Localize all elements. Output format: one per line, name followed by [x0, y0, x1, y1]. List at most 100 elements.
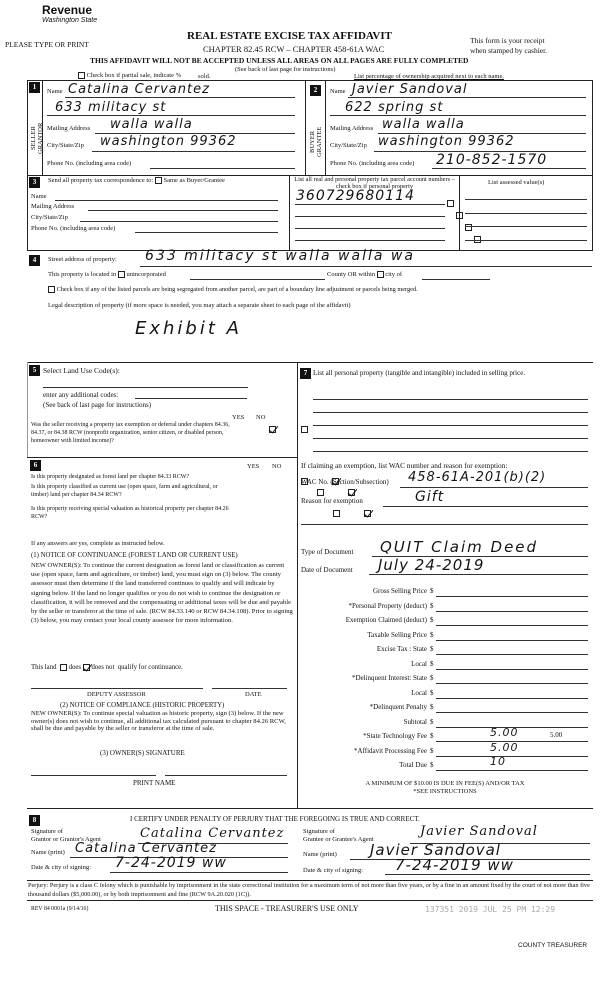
corr-city-label: City/State/Zip: [31, 214, 68, 221]
parcel-number-2[interactable]: [295, 216, 445, 217]
reason-line[interactable]: [301, 524, 588, 525]
fee-field[interactable]: [436, 639, 588, 641]
legal-description-field[interactable]: Exhibit A: [135, 318, 242, 339]
assessor-date-field[interactable]: [212, 688, 287, 689]
partial-sale[interactable]: Check box if partial sale, indicate %: [78, 72, 181, 80]
land-use-field[interactable]: [43, 387, 248, 388]
grantee-agent-label: Grantee or Grantee's Agent: [303, 836, 374, 843]
grantee-date-field[interactable]: 7-24-2019 ww: [395, 856, 514, 874]
personal-property-line[interactable]: [313, 399, 588, 400]
forest-no-checkbox[interactable]: [332, 477, 340, 485]
deputy-assessor-label: DEPUTY ASSESSOR: [87, 691, 146, 698]
parcel-number-4[interactable]: [295, 240, 445, 241]
partial-sale-checkbox[interactable]: [78, 72, 85, 80]
personal-property-checkbox[interactable]: [447, 199, 454, 207]
current-use-yes-checkbox[interactable]: [317, 488, 325, 496]
grantor-name-field[interactable]: Catalina Cervantez: [75, 841, 217, 856]
unincorporated-checkbox[interactable]: [117, 271, 125, 279]
street-address-field[interactable]: 633 militacy st walla walla wa: [145, 248, 415, 264]
fee-field[interactable]: [436, 741, 588, 742]
receipt-note-2: when stamped by cashier.: [470, 46, 548, 55]
fee-field[interactable]: [436, 683, 588, 684]
forest-yes-checkbox[interactable]: [301, 477, 309, 485]
personal-property-checkbox[interactable]: [464, 223, 472, 231]
parcel-number-3[interactable]: [295, 228, 445, 229]
seller-mailing-field[interactable]: walla walla: [110, 117, 193, 132]
historic-yes-checkbox[interactable]: [333, 509, 340, 517]
historic-no-checkbox[interactable]: [364, 509, 371, 517]
signature-label: Signature of: [303, 828, 335, 835]
owner-print-name-field[interactable]: [165, 775, 287, 776]
see-back-note: (See back of last page for instructions): [235, 66, 336, 73]
personal-property-line[interactable]: [313, 412, 588, 413]
seller-address-field[interactable]: 633 militacy st: [55, 100, 167, 115]
seller-phone-label: Phone No. (including area code): [47, 160, 132, 167]
seller-city-label: City/State/Zip: [47, 142, 84, 149]
buyer-address-field[interactable]: 622 spring st: [345, 100, 444, 115]
doc-date-field[interactable]: July 24-2019: [378, 556, 485, 574]
buyer-name-field[interactable]: Javier Sandoval: [352, 82, 468, 97]
fee-field[interactable]: [436, 654, 588, 655]
grantor-date-field[interactable]: 7-24-2019 ww: [115, 855, 227, 871]
personal-property-checkbox[interactable]: [455, 211, 463, 219]
additional-codes-field[interactable]: [135, 398, 247, 399]
personal-property-line[interactable]: [313, 451, 588, 452]
seller-city-field[interactable]: washington 99362: [100, 134, 237, 149]
grantee-signature[interactable]: Javier Sandoval: [420, 824, 538, 839]
corr-mailing-field[interactable]: [88, 210, 278, 211]
assessed-value[interactable]: [465, 213, 587, 214]
buyer-phone-field[interactable]: 210-852-1570: [436, 152, 548, 168]
same-as-buyer-checkbox[interactable]: [154, 177, 162, 185]
parcel-number-1[interactable]: 360729680114: [296, 188, 415, 204]
buyer-mailing-field[interactable]: walla walla: [382, 117, 465, 132]
currency-symbol: $: [430, 674, 434, 682]
fee-field[interactable]: [436, 726, 588, 728]
does-not-checkbox[interactable]: [82, 664, 90, 671]
fee-field[interactable]: [436, 697, 588, 699]
assessed-value[interactable]: [465, 240, 587, 241]
owner-signature-label: (3) OWNER(S) SIGNATURE: [100, 749, 185, 757]
unincorporated-label: unincorporated: [126, 271, 166, 278]
grantor-signature[interactable]: Catalina Cervantez: [140, 826, 285, 841]
cashier-stamp: 137351 2019 JUL 25 PM 12:29: [425, 905, 556, 914]
fee-field[interactable]: [436, 712, 588, 713]
assessed-value[interactable]: [465, 226, 587, 227]
city-field[interactable]: [422, 279, 490, 280]
fee-field[interactable]: [436, 668, 588, 670]
current-use-no-checkbox[interactable]: [348, 488, 356, 496]
fee-field[interactable]: [436, 770, 588, 771]
grantee-name-field[interactable]: Javier Sandoval: [370, 841, 501, 859]
street-label: Street address of property:: [48, 256, 117, 263]
fee-label: Exemption Claimed (deduct): [345, 616, 427, 624]
assessed-value[interactable]: [465, 199, 587, 200]
buyer-city-field[interactable]: washington 99362: [378, 134, 515, 149]
correspondence-label: Send all property tax correspondence to:…: [48, 177, 225, 185]
personal-property-checkbox[interactable]: [473, 235, 481, 243]
owner-signature-field[interactable]: [31, 775, 156, 776]
fee-field[interactable]: [436, 610, 588, 612]
corr-city-field[interactable]: [80, 221, 278, 222]
fee-field[interactable]: [436, 596, 588, 597]
deputy-assessor-signature[interactable]: [31, 688, 203, 689]
city-checkbox[interactable]: [376, 271, 384, 279]
fee-field[interactable]: [436, 755, 588, 757]
county-field[interactable]: [190, 279, 325, 280]
assessed-header: List assessed value(s): [488, 179, 545, 186]
notice-continuance-text: NEW OWNER(S): To continue the current de…: [31, 562, 293, 625]
personal-property-line[interactable]: [313, 425, 588, 426]
corr-name-field[interactable]: [55, 200, 278, 201]
reason-field[interactable]: Gift: [415, 489, 445, 505]
exemption-no-checkbox[interactable]: [301, 425, 309, 433]
fee-field[interactable]: [436, 625, 588, 626]
exemption-yes-checkbox[interactable]: [268, 425, 276, 433]
correspondence-section: [27, 175, 593, 251]
doc-type-field[interactable]: QUIT Claim Deed: [380, 538, 539, 556]
segregated-checkbox[interactable]: [48, 286, 55, 294]
land-use-label: Select Land Use Code(s):: [43, 366, 120, 375]
wac-field[interactable]: 458-61A-201(b)(2): [408, 470, 547, 485]
does-checkbox[interactable]: [59, 664, 67, 671]
personal-property-line[interactable]: [313, 438, 588, 439]
seller-name-field[interactable]: Catalina Cervantez: [68, 82, 210, 97]
corr-phone-field[interactable]: [135, 232, 278, 233]
currency-symbol: $: [430, 688, 434, 697]
